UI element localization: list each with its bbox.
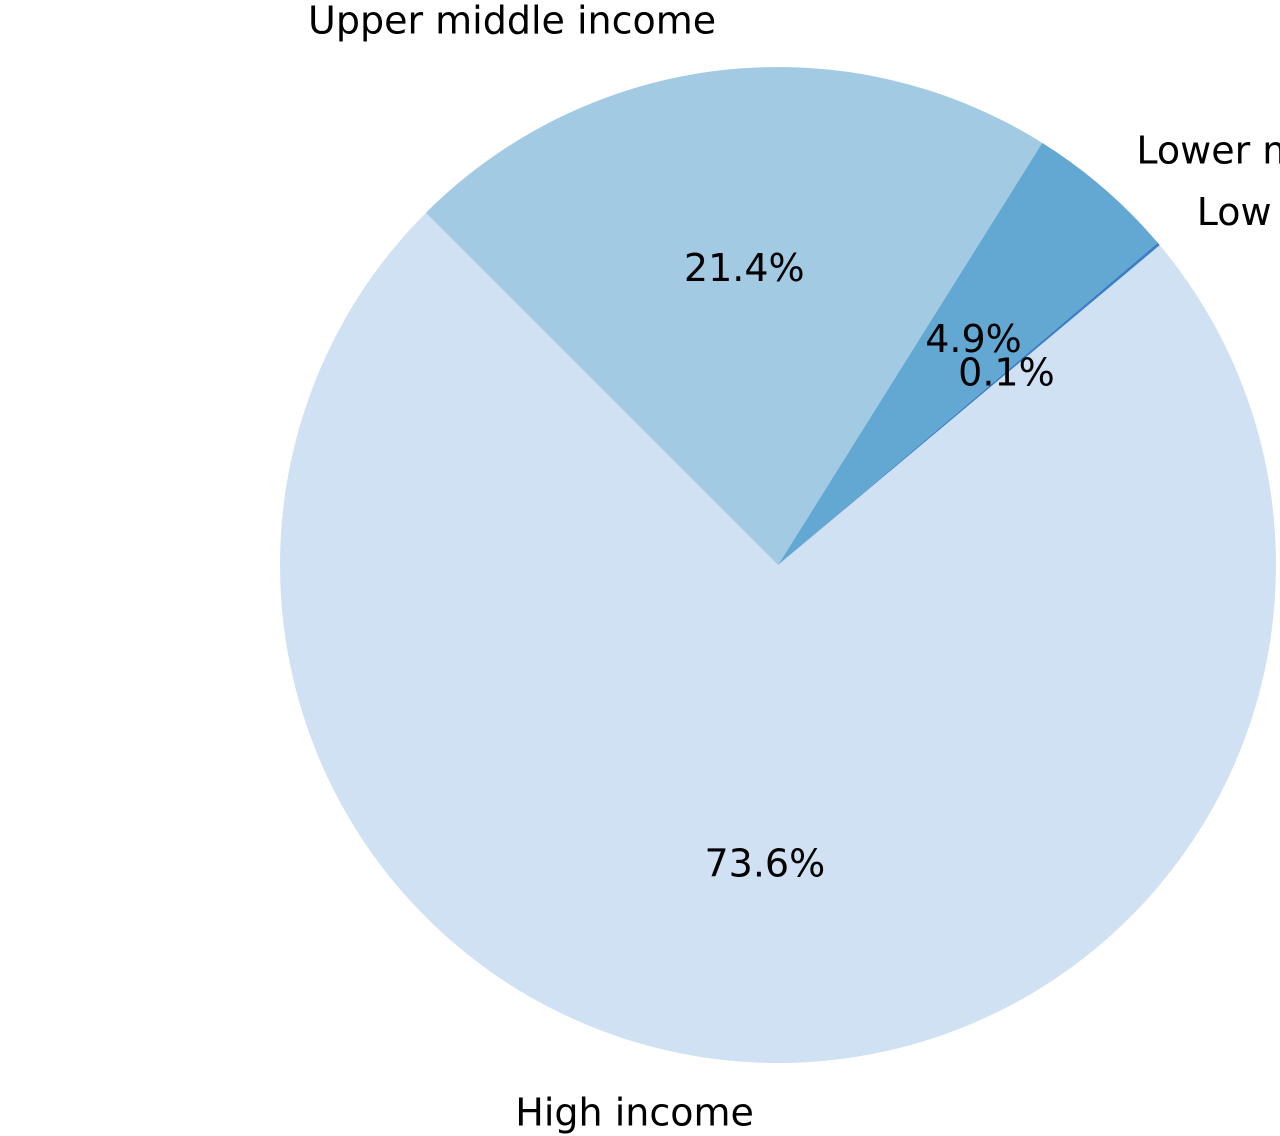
pie-slice-low-income [778, 242, 1160, 565]
slice-percent-lower-middle-income: 4.9% [925, 317, 1022, 361]
pie-slice-lower-middle-income [778, 142, 1158, 566]
pie-labels: High income 73.6% Low income 0.1% Lower midd… [308, 0, 1280, 1134]
slice-label-upper-middle-income: Upper middle income [308, 0, 716, 43]
slice-label-lower-middle-income: Lower middle income [1136, 129, 1280, 173]
pie-slice-upper-middle-income [425, 67, 1043, 565]
pie-slices [279, 67, 1276, 1064]
pie-slice-high-income [279, 212, 1276, 1064]
slice-label-low-income: Low income [1197, 190, 1280, 234]
slice-percent-upper-middle-income: 21.4% [684, 246, 805, 290]
slice-percent-low-income: 0.1% [958, 350, 1055, 394]
slice-label-high-income: High income [515, 1090, 754, 1134]
slice-percent-high-income: 73.6% [705, 842, 826, 886]
